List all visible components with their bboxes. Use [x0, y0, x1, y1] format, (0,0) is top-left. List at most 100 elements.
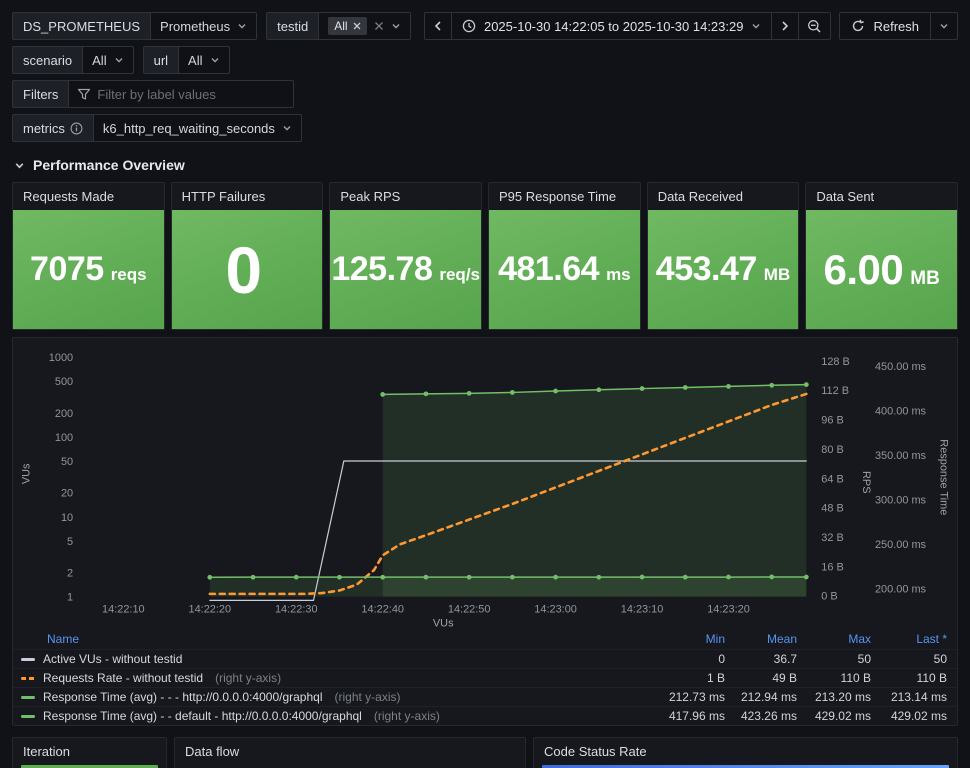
stat-body: 453.47 MB	[647, 210, 799, 329]
stat-panel-data-sent: Data Sent 6.00 MB	[805, 182, 959, 330]
series-swatch	[21, 657, 35, 661]
time-range-button[interactable]: 2025-10-30 14:22:05 to 2025-10-30 14:23:…	[452, 13, 773, 39]
svg-text:Response Time: Response Time	[938, 439, 950, 515]
legend-header-max[interactable]: Max	[848, 631, 871, 646]
panel-title[interactable]: HTTP Failures	[181, 189, 266, 204]
svg-text:32 B: 32 B	[821, 532, 844, 544]
series-swatch	[21, 695, 35, 699]
time-forward-button[interactable]	[772, 13, 800, 39]
metrics-label: metrics	[23, 120, 65, 136]
svg-text:96 B: 96 B	[821, 415, 844, 427]
stat-unit: ms	[606, 265, 631, 284]
stat-value: 0	[225, 232, 262, 307]
testid-label: testid	[267, 13, 320, 39]
svg-text:80 B: 80 B	[821, 444, 844, 456]
stat-panel-p95-response-time: P95 Response Time 481.64 ms	[488, 182, 641, 330]
info-icon[interactable]	[70, 122, 83, 135]
svg-text:250.00 ms: 250.00 ms	[875, 539, 927, 551]
svg-text:100: 100	[55, 432, 73, 444]
legend-series-name[interactable]: Requests Rate - without testid (right y-a…	[13, 668, 651, 687]
chevron-down-icon	[237, 21, 247, 31]
panel-title[interactable]: P95 Response Time	[499, 189, 617, 204]
panel-title[interactable]: Requests Made	[23, 189, 115, 204]
svg-text:14:23:00: 14:23:00	[534, 604, 577, 616]
testid-variable: testid All	[266, 12, 411, 40]
legend-row: Response Time (avg) - - default - http:/…	[13, 705, 957, 725]
close-icon[interactable]	[353, 22, 361, 30]
row-header-performance-overview[interactable]: Performance Overview	[14, 156, 958, 174]
svg-text:14:22:30: 14:22:30	[275, 604, 318, 616]
legend-header-name[interactable]: Name	[47, 631, 80, 646]
svg-text:VUs: VUs	[433, 618, 454, 630]
scenario-variable: scenario All	[12, 46, 134, 74]
stat-panel-requests-made: Requests Made 7075 reqs	[12, 182, 165, 330]
testid-chip[interactable]: All	[328, 17, 367, 35]
row-title: Performance Overview	[33, 157, 185, 173]
legend-series-name[interactable]: Response Time (avg) - - - http://0.0.0.0…	[13, 687, 651, 706]
svg-text:2: 2	[67, 568, 73, 580]
svg-text:200: 200	[55, 408, 73, 420]
time-back-button[interactable]	[425, 13, 452, 39]
svg-text:14:22:10: 14:22:10	[102, 604, 145, 616]
chevron-down-icon	[282, 123, 292, 133]
url-variable: url All	[142, 46, 230, 74]
legend-header-min[interactable]: Min	[705, 631, 725, 646]
legend-mean: 36.7	[729, 648, 801, 668]
url-label: url	[143, 47, 180, 73]
chevron-down-icon	[391, 21, 401, 31]
clear-icon[interactable]	[374, 21, 384, 31]
svg-text:1: 1	[67, 592, 73, 604]
legend-row: Response Time (avg) - - - http://0.0.0.0…	[13, 686, 957, 706]
stat-unit: MB	[910, 267, 940, 289]
svg-text:64 B: 64 B	[821, 473, 844, 485]
svg-text:14:23:20: 14:23:20	[707, 604, 750, 616]
legend-min: 417.96 ms	[651, 705, 729, 725]
code-status-rate-panel: Code Status Rate	[533, 737, 958, 768]
legend-series-name[interactable]: Active VUs - without testid	[13, 649, 651, 668]
svg-text:14:23:10: 14:23:10	[621, 604, 664, 616]
filter-funnel-icon	[77, 88, 91, 101]
metrics-select[interactable]: k6_http_req_waiting_seconds	[94, 115, 301, 141]
code-status-bar	[542, 765, 949, 768]
panel-title[interactable]: Data Sent	[816, 189, 875, 204]
stat-value: 6.00	[823, 245, 904, 293]
panel-title[interactable]: Peak RPS	[340, 189, 401, 204]
zoom-out-button[interactable]	[799, 13, 830, 39]
panel-title[interactable]: Data Received	[657, 189, 743, 204]
time-range-text: 2025-10-30 14:22:05 to 2025-10-30 14:23:…	[483, 18, 744, 34]
refresh-interval-dropdown[interactable]	[931, 13, 957, 39]
panel-title[interactable]: Data flow	[185, 744, 240, 759]
svg-text:0 B: 0 B	[821, 591, 837, 603]
refresh-button[interactable]: Refresh	[840, 13, 931, 39]
filter-input[interactable]	[97, 86, 286, 102]
legend-mean: 423.26 ms	[729, 705, 801, 725]
stat-value: 7075	[30, 250, 104, 288]
series-swatch	[21, 714, 35, 718]
stat-body: 0	[171, 210, 323, 329]
datasource-select[interactable]: Prometheus	[151, 13, 256, 39]
legend-series-name[interactable]: Response Time (avg) - - default - http:/…	[13, 706, 651, 725]
panel-title[interactable]: Code Status Rate	[544, 744, 647, 759]
timeseries-svg[interactable]: 1000 500 200 100 50 20 10 5 2 1 VUs 14:22:10 14:22:2…	[13, 343, 957, 630]
svg-text:RPS: RPS	[860, 471, 872, 494]
data-flow-panel: Data flow	[174, 737, 526, 768]
legend-last: 429.02 ms	[875, 705, 957, 725]
chevron-down-icon	[751, 21, 761, 31]
testid-select[interactable]: All	[319, 13, 409, 39]
stat-unit: MB	[763, 265, 791, 284]
legend-last: 110 B	[875, 667, 957, 687]
url-select[interactable]: All	[179, 47, 228, 73]
legend-header-last[interactable]: Last *	[916, 631, 947, 646]
legend-min: 0	[651, 648, 729, 668]
clock-icon	[462, 19, 476, 33]
control-row-3: Filters	[12, 80, 958, 108]
legend-max: 50	[801, 648, 875, 668]
panel-title[interactable]: Iteration	[23, 744, 70, 759]
svg-text:10: 10	[61, 512, 73, 524]
legend-last: 50	[875, 648, 957, 668]
legend-header-mean[interactable]: Mean	[766, 631, 797, 646]
iteration-panel: Iteration	[12, 737, 167, 768]
legend-row: Requests Rate - without testid (right y-a…	[13, 667, 957, 687]
timeseries-panel: 1000 500 200 100 50 20 10 5 2 1 VUs 14:22:10 14:22:2…	[12, 337, 958, 726]
scenario-select[interactable]: All	[83, 47, 132, 73]
